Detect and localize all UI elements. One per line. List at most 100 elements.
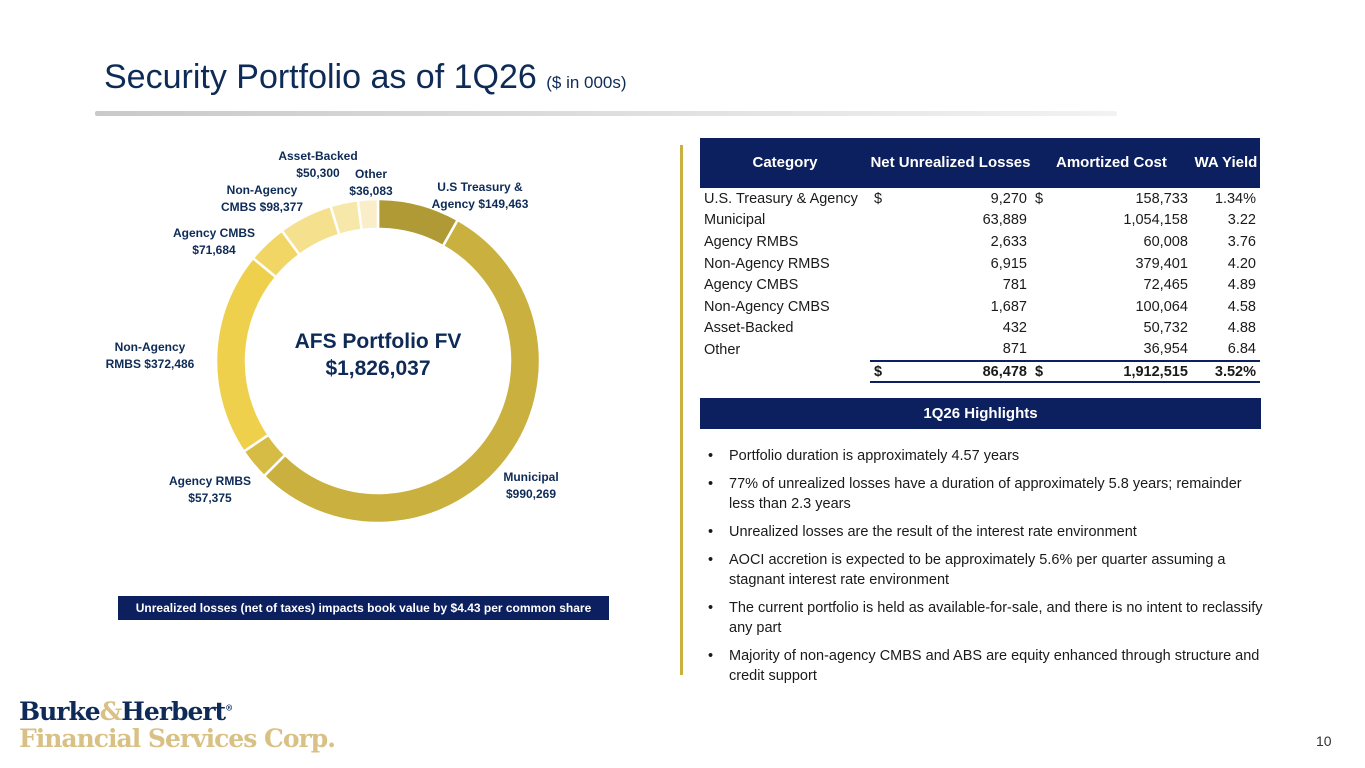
slice-label-line: $36,083 [349, 184, 393, 198]
total-cell [700, 361, 870, 383]
table-cell [1031, 253, 1051, 275]
company-logo-subtitle: Financial Services Corp. [19, 724, 336, 753]
table-row: Agency RMBS 2,633 60,008 3.76 [700, 231, 1260, 253]
logo-text: Herbert [121, 697, 226, 726]
slice-label: Other $36,083 [349, 166, 392, 200]
table-cell: Non-Agency CMBS [704, 298, 830, 315]
table-row: Municipal 63,889 1,054,158 3.22 [700, 210, 1260, 232]
table-cell: 63,889 [982, 212, 1027, 229]
total-cell: 3.52% [1191, 359, 1260, 384]
table-row: Other 871 36,954 6.84 [700, 339, 1260, 361]
table-cell: Other [704, 341, 741, 358]
slice-label: Agency RMBS $57,375 [169, 473, 251, 507]
table-cell: 4.58 [1227, 298, 1256, 315]
slice-label-line: $990,269 [505, 487, 557, 501]
col-net-unrealized: Net Unrealized Losses [870, 138, 1031, 188]
slice-label-line: Agency CMBS [172, 226, 256, 240]
table-cell: 50,732 [1143, 320, 1188, 337]
company-logo: Burke&Herbert® [19, 697, 233, 726]
table-cell [870, 253, 890, 275]
donut-chart [214, 197, 542, 525]
col-yield: WA Yield [1191, 138, 1260, 188]
table-cell: 4.20 [1227, 255, 1256, 272]
table-row: Non-Agency RMBS 6,915 379,401 4.20 [700, 253, 1260, 275]
title-units: ($ in 000s) [546, 73, 627, 92]
table-cell: 100,064 [1135, 298, 1188, 315]
donut-slice [262, 218, 542, 525]
slice-label-line: $57,375 [188, 491, 232, 505]
slice-label: U.S Treasury & Agency $149,463 [432, 179, 529, 213]
slice-label: Non-Agency RMBS $372,486 [106, 339, 195, 373]
table-cell [870, 296, 890, 318]
table-cell [870, 318, 890, 340]
table-cell: 6.84 [1227, 341, 1256, 358]
table-cell [870, 274, 890, 296]
slice-label: Non-Agency CMBS $98,377 [221, 182, 303, 216]
table-cell [1031, 231, 1051, 253]
slice-label-line: U.S Treasury & [437, 180, 523, 194]
slice-label-line: Asset-Backed [278, 149, 358, 163]
table-row: Non-Agency CMBS 1,687 100,064 4.58 [700, 296, 1260, 318]
highlight-item: Unrealized losses are the result of the … [706, 522, 1266, 542]
center-title: AFS Portfolio FV [294, 330, 462, 353]
table-cell: Agency RMBS [704, 233, 799, 250]
table-cell [1031, 296, 1051, 318]
title-text: Security Portfolio as of 1Q26 [104, 58, 537, 96]
col-category: Category [700, 138, 870, 188]
table-cell [1031, 318, 1051, 340]
slice-label: Municipal $990,269 [503, 469, 558, 503]
table-cell: 9,270 [990, 190, 1027, 207]
page-number: 10 [1316, 733, 1332, 749]
table-cell: 4.88 [1227, 320, 1256, 337]
table-cell: 1,054,158 [1123, 212, 1188, 229]
slice-label-line: Non-Agency [226, 183, 298, 197]
highlight-item: Majority of non-agency CMBS and ABS are … [706, 646, 1266, 686]
highlight-item: AOCI accretion is expected to be approxi… [706, 550, 1266, 590]
table-cell: U.S. Treasury & Agency [704, 190, 858, 207]
table-cell [1031, 339, 1051, 361]
table-cell: 2,633 [990, 233, 1027, 250]
highlight-item: Portfolio duration is approximately 4.57… [706, 446, 1266, 466]
portfolio-table: Category Net Unrealized Losses Amortized… [700, 138, 1260, 384]
page-title: Security Portfolio as of 1Q26 ($ in 000s… [104, 58, 627, 97]
table-cell: 3.76 [1227, 233, 1256, 250]
total-cell: $ [1030, 359, 1051, 384]
slice-label-line: Non-Agency [114, 340, 186, 354]
book-value-note: Unrealized losses (net of taxes) impacts… [118, 596, 609, 620]
table-row: Asset-Backed 432 50,732 4.88 [700, 318, 1260, 340]
table-cell: 379,401 [1135, 255, 1188, 272]
table-cell [1031, 274, 1051, 296]
table-row: U.S. Treasury & Agency $9,270 $158,733 1.34… [700, 188, 1260, 210]
highlight-item: 77% of unrealized losses have a duration… [706, 474, 1266, 514]
table-cell: 4.89 [1227, 277, 1256, 294]
table-cell: 1,687 [990, 298, 1027, 315]
table-cell: 871 [1002, 341, 1027, 358]
slice-label-line: RMBS $372,486 [105, 357, 195, 371]
highlight-item: The current portfolio is held as availab… [706, 598, 1266, 638]
total-cell: $ [870, 359, 890, 384]
slice-label: Agency CMBS $71,684 [173, 225, 255, 259]
table-cell: 158,733 [1135, 190, 1188, 207]
slice-label-line: CMBS $98,377 [220, 200, 304, 214]
table-cell: 60,008 [1143, 233, 1188, 250]
divider [680, 145, 683, 675]
table-cell [870, 231, 890, 253]
total-cell: 86,478 [890, 359, 1031, 384]
col-amortized: Amortized Cost [1030, 138, 1192, 188]
table-cell: $ [1034, 190, 1044, 207]
table-cell: 3.22 [1227, 212, 1256, 229]
table-cell: Agency CMBS [704, 277, 799, 294]
center-value: $1,826,037 [325, 357, 431, 380]
logo-reg: ® [225, 702, 233, 713]
slice-label-line: $71,684 [192, 243, 236, 257]
table-cell: 781 [1002, 277, 1027, 294]
slice-label-line: Agency RMBS [168, 474, 252, 488]
slice-label-line: Agency $149,463 [431, 197, 529, 211]
table-cell: 1.34% [1214, 190, 1256, 207]
logo-text: Burke [19, 697, 101, 726]
table-cell: 6,915 [990, 255, 1027, 272]
highlights-list: Portfolio duration is approximately 4.57… [706, 446, 1266, 694]
donut-slice [356, 197, 380, 232]
table-cell: Non-Agency RMBS [704, 255, 830, 272]
title-underline [95, 111, 1117, 116]
